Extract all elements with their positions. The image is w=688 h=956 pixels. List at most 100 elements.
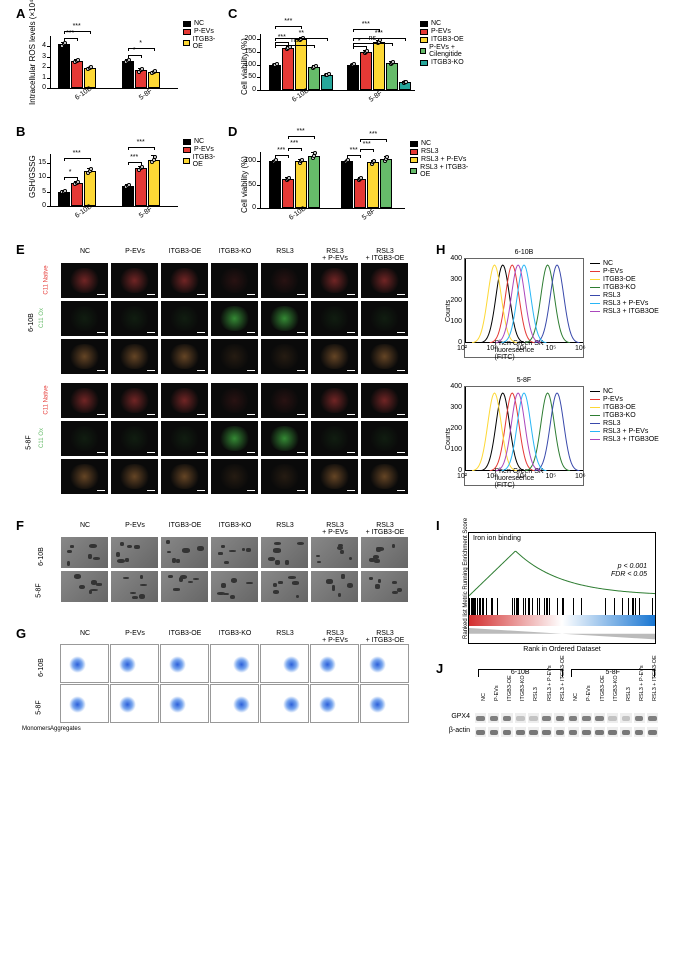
panel-d-label: D (228, 124, 237, 139)
bar (347, 65, 359, 90)
tem-cell (160, 570, 209, 603)
legend-item: RSL3 + ITGB3-OE (410, 164, 470, 178)
panel-b: B 051015****6-10B******5-8F NCP-EVsITGB3… (18, 128, 218, 238)
microscopy-cell (60, 382, 109, 419)
bar (71, 183, 83, 206)
bar (321, 75, 333, 90)
flow-scatter-cell (110, 684, 159, 723)
microscopy-cell (310, 300, 359, 337)
y-label-d: Cell viability (%) (240, 156, 249, 213)
panel-g: G NCP-EVsITGB3-OEITGB3-KORSL3RSL3 + P-EV… (18, 630, 428, 745)
y-label-a: Intracellular ROS levels (×10⁴) (28, 0, 37, 105)
tem-cell (310, 570, 359, 603)
microscopy-cell (110, 338, 159, 375)
microscopy-cell (310, 262, 359, 299)
microscopy-cell (160, 338, 209, 375)
tem-cell (160, 536, 209, 569)
panel-f: F NCP-EVsITGB3-OEITGB3-KORSL3RSL3 + P-EV… (18, 522, 428, 622)
panel-h-label: H (436, 242, 445, 257)
tem-cell (210, 536, 259, 569)
flow-scatter-cell (210, 684, 259, 723)
flow-scatter-cell (110, 644, 159, 683)
microscopy-cell (260, 382, 309, 419)
bar (122, 186, 134, 206)
microscopy-cell (260, 300, 309, 337)
bar (386, 63, 398, 90)
bar (71, 61, 83, 88)
tem-cell (360, 570, 409, 603)
bar (122, 61, 134, 88)
legend-item: RSL3 (410, 148, 470, 155)
microscopy-cell (60, 420, 109, 457)
panel-c: C 050100150200******ns**6-10B****ns***5-… (230, 10, 470, 122)
microscopy-cell (210, 420, 259, 457)
panel-j-label: J (436, 661, 443, 676)
bar (295, 39, 307, 90)
panel-e-label: E (16, 242, 25, 257)
microscopy-cell (310, 420, 359, 457)
microscopy-cell (210, 338, 259, 375)
y-label-c: Cell viability (%) (240, 38, 249, 95)
panel-e: E NCP-EVsITGB3-OEITGB3-KORSL3RSL3 + P-EV… (18, 246, 428, 516)
microscopy-cell (210, 382, 259, 419)
legend-item: P-EVs + Cilengitide (420, 44, 470, 58)
microscopy-cell (60, 458, 109, 495)
bar (367, 162, 379, 208)
microscopy-cell (210, 262, 259, 299)
legend-d: NCRSL3RSL3 + P-EVsRSL3 + ITGB3-OE (410, 140, 470, 179)
bar (308, 67, 320, 90)
flow-scatter-cell (60, 684, 109, 723)
tem-cell (60, 570, 109, 603)
legend-c: NCP-EVsITGB3-OEP-EVs + CilengitideITGB3-… (420, 20, 470, 67)
legend-item: ITGB3-OE (420, 36, 470, 43)
microscopy-cell (160, 382, 209, 419)
bar (58, 44, 70, 88)
panel-f-label: F (16, 518, 24, 533)
bar (282, 179, 294, 208)
microscopy-cell (160, 262, 209, 299)
flow-plot-1: 6-10B010020030040010²10³10⁴10⁵10⁶Phen Gr… (464, 258, 584, 358)
microscopy-cell (60, 338, 109, 375)
legend-item: P-EVs (183, 28, 218, 35)
bar (269, 161, 281, 208)
microscopy-cell (260, 338, 309, 375)
bar (380, 159, 392, 208)
bar (282, 48, 294, 90)
microscopy-cell (110, 300, 159, 337)
bar-chart-b: 051015****6-10B******5-8F (50, 136, 178, 224)
flow-scatter-cell (260, 644, 309, 683)
panel-g-label: G (16, 626, 26, 641)
flow-scatter-cell (160, 684, 209, 723)
flow-scatter-cell (360, 684, 409, 723)
flow-scatter-cell (60, 644, 109, 683)
legend-item: ITGB3-OE (183, 36, 218, 50)
y-label-b: GSH/GSSG (28, 155, 37, 198)
panel-j: J 6-10B5-8FNCP-EVsITGB3-OEITGB3-KORSL3RS… (438, 665, 668, 755)
legend-item: ITGB3-OE (183, 154, 218, 168)
microscopy-cell (310, 338, 359, 375)
legend-item: NC (183, 138, 218, 145)
bar (84, 171, 96, 206)
tem-cell (310, 536, 359, 569)
legend-item: P-EVs (183, 146, 218, 153)
legend-item: ITGB3-KO (420, 59, 470, 66)
microscopy-cell (210, 300, 259, 337)
flow-scatter-cell (260, 684, 309, 723)
legend-item: NC (183, 20, 218, 27)
legend-h2: NCP-EVsITGB3-OEITGB3-KORSL3RSL3 + P-EVsR… (590, 388, 659, 444)
tem-cell (110, 536, 159, 569)
bar (148, 160, 160, 206)
bar (269, 65, 281, 90)
bar (58, 192, 70, 206)
microscopy-cell (110, 420, 159, 457)
bar (373, 42, 385, 90)
microscopy-cell (160, 300, 209, 337)
microscopy-cell (210, 458, 259, 495)
legend-a: NCP-EVsITGB3-OE (183, 20, 218, 51)
flow-scatter-cell (310, 644, 359, 683)
microscopy-cell (260, 420, 309, 457)
microscopy-cell (360, 420, 409, 457)
bar (148, 72, 160, 88)
microscopy-cell (60, 300, 109, 337)
bar (360, 52, 372, 90)
